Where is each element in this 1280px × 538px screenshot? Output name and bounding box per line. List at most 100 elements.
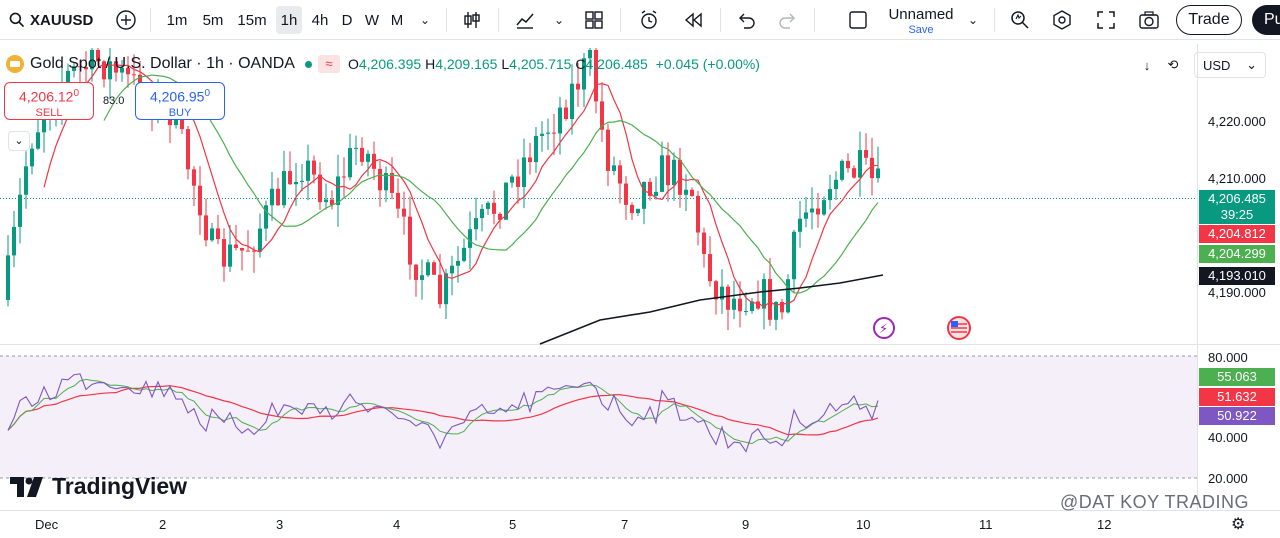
candle-body bbox=[636, 208, 640, 214]
candle-body bbox=[840, 160, 844, 180]
ma-slow-badge: 4,193.010 bbox=[1199, 267, 1275, 285]
candle-body bbox=[264, 205, 268, 229]
candle-body bbox=[744, 310, 748, 312]
chart-type-button[interactable] bbox=[458, 6, 486, 34]
candle-body bbox=[528, 157, 532, 163]
price-tick: 4,220.000 bbox=[1208, 114, 1266, 129]
indicators-dropdown[interactable]: ⌄ bbox=[548, 6, 570, 34]
layout-name-button[interactable]: Unnamed Save bbox=[876, 4, 966, 38]
compare-button[interactable] bbox=[112, 6, 140, 34]
time-label: Dec bbox=[35, 517, 59, 532]
price-tick: 4,210.000 bbox=[1208, 171, 1266, 186]
alert-clock-icon bbox=[641, 10, 657, 29]
sell-label: SELL bbox=[35, 106, 63, 119]
fullscreen-button[interactable] bbox=[1092, 6, 1120, 34]
search-icon bbox=[9, 12, 25, 28]
candle-body bbox=[378, 168, 382, 191]
candle-body bbox=[582, 58, 586, 90]
undo-button[interactable] bbox=[732, 6, 760, 34]
buy-button[interactable]: 4,206.950 BUY bbox=[135, 82, 225, 120]
time-settings-button[interactable]: ⚙ bbox=[1231, 514, 1245, 534]
trade-button[interactable]: Trade bbox=[1176, 5, 1242, 35]
candle-body bbox=[726, 286, 730, 310]
candle-body bbox=[498, 213, 502, 220]
candle-body bbox=[90, 50, 94, 70]
save-label: Save bbox=[908, 24, 934, 36]
candle-body bbox=[42, 119, 46, 133]
candle-body bbox=[198, 185, 202, 216]
candle-body bbox=[846, 160, 850, 169]
ohlc-values: O4,206.395 H4,209.165 L4,205.715 C4,206.… bbox=[348, 56, 760, 72]
plus-circle-icon bbox=[116, 10, 136, 30]
candle-body bbox=[66, 70, 70, 83]
candle-body bbox=[660, 155, 664, 192]
candle-body bbox=[738, 298, 742, 312]
interval-4h[interactable]: 4h bbox=[311, 11, 329, 29]
candle-body bbox=[186, 129, 190, 170]
redo-icon bbox=[779, 13, 795, 29]
interval-5m[interactable]: 5m bbox=[202, 11, 224, 29]
interval-m[interactable]: M bbox=[390, 11, 404, 29]
scroll-down-button[interactable]: ↓ bbox=[1134, 52, 1160, 78]
branding-text: TradingView bbox=[52, 473, 188, 499]
layout-button[interactable] bbox=[844, 6, 872, 34]
redo-button[interactable] bbox=[774, 6, 802, 34]
candle-body bbox=[462, 247, 466, 261]
auto-scale-button[interactable]: ⟲ bbox=[1160, 52, 1186, 78]
publish-button[interactable]: Pu bbox=[1252, 5, 1280, 35]
candle-body bbox=[390, 173, 394, 193]
wave-icon[interactable]: ≈ bbox=[317, 55, 340, 73]
candle-body bbox=[432, 262, 436, 275]
chevron-down-icon: ⌄ bbox=[1246, 57, 1257, 72]
time-label: 3 bbox=[276, 517, 284, 532]
camera-icon bbox=[1139, 11, 1159, 29]
collapse-legend-button[interactable]: ⌄ bbox=[8, 131, 30, 151]
candle-body bbox=[690, 189, 694, 196]
indicators-button[interactable] bbox=[510, 6, 540, 34]
interval-1m[interactable]: 1m bbox=[166, 11, 188, 29]
candle-body bbox=[834, 179, 838, 190]
settings-button[interactable] bbox=[1048, 6, 1076, 34]
candle-body bbox=[114, 61, 118, 73]
refresh-icon: ⟲ bbox=[1167, 57, 1179, 72]
interval-15m[interactable]: 15m bbox=[237, 11, 267, 29]
time-label: 5 bbox=[509, 517, 517, 532]
ma-mid-line bbox=[103, 74, 879, 294]
symbol-search[interactable]: XAUUSD bbox=[8, 6, 94, 34]
templates-button[interactable] bbox=[580, 6, 608, 34]
candle-body bbox=[522, 157, 526, 187]
time-label: 12 bbox=[1097, 517, 1112, 532]
interval-d[interactable]: D bbox=[341, 11, 353, 29]
candle-body bbox=[684, 189, 688, 195]
market-open-icon bbox=[304, 60, 312, 68]
currency-select[interactable]: USD ⌄ bbox=[1194, 52, 1266, 78]
sell-price: 4,206.12 bbox=[18, 88, 74, 105]
snapshot-button[interactable] bbox=[1134, 6, 1164, 34]
rsi-tick: 20.000 bbox=[1208, 471, 1248, 486]
gear-icon: ⚙ bbox=[1231, 516, 1246, 533]
candle-body bbox=[504, 182, 508, 220]
candle-body bbox=[792, 231, 796, 280]
interval-dropdown[interactable]: ⌄ bbox=[414, 6, 436, 34]
alert-button[interactable] bbox=[634, 6, 664, 34]
time-label: 2 bbox=[159, 517, 167, 532]
sell-button[interactable]: 4,206.120 SELL bbox=[4, 82, 94, 120]
candle-body bbox=[642, 181, 646, 209]
candle-body bbox=[24, 166, 28, 195]
candle-body bbox=[594, 50, 598, 102]
candle-body bbox=[786, 279, 790, 313]
candle-body bbox=[750, 301, 754, 311]
quick-search-button[interactable] bbox=[1006, 6, 1034, 34]
candle-body bbox=[306, 160, 310, 181]
candle-body bbox=[606, 129, 610, 171]
rsi-tick: 80.000 bbox=[1208, 350, 1248, 365]
candle-body bbox=[720, 286, 724, 300]
currency-label: USD bbox=[1203, 57, 1231, 73]
templates-icon bbox=[585, 11, 603, 29]
layout-dropdown[interactable]: ⌄ bbox=[962, 6, 984, 34]
replay-button[interactable] bbox=[678, 6, 708, 34]
candle-body bbox=[876, 168, 880, 179]
interval-w[interactable]: W bbox=[364, 11, 380, 29]
interval-1h[interactable]: 1h bbox=[276, 6, 302, 34]
